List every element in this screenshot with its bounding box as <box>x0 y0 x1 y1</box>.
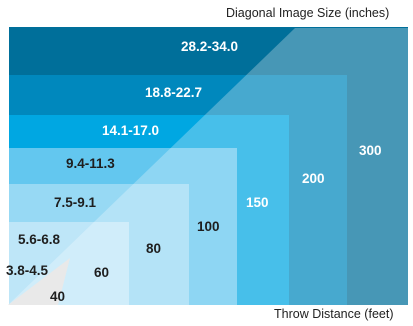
size-label: 5.6-6.8 <box>18 232 61 247</box>
distance-label: 40 <box>50 289 66 304</box>
distance-label: 60 <box>94 265 110 280</box>
size-label: 9.4-11.3 <box>66 156 115 171</box>
size-label: 28.2-34.0 <box>181 39 239 54</box>
size-label: 7.5-9.1 <box>54 195 97 210</box>
size-label: 14.1-17.0 <box>102 123 160 138</box>
distance-label: 80 <box>146 241 162 256</box>
beam-overlay <box>8 28 410 305</box>
distance-label: 200 <box>302 171 325 186</box>
distance-label: 100 <box>197 219 220 234</box>
size-label: 18.8-22.7 <box>145 85 203 100</box>
distance-label: 300 <box>359 143 382 158</box>
throw-distance-caption: Throw Distance (feet) <box>274 307 394 321</box>
size-label: 3.8-4.5 <box>6 263 49 278</box>
diagonal-size-caption: Diagonal Image Size (inches) <box>226 6 390 20</box>
distance-label: 150 <box>246 195 269 210</box>
beam-origin <box>8 258 70 305</box>
